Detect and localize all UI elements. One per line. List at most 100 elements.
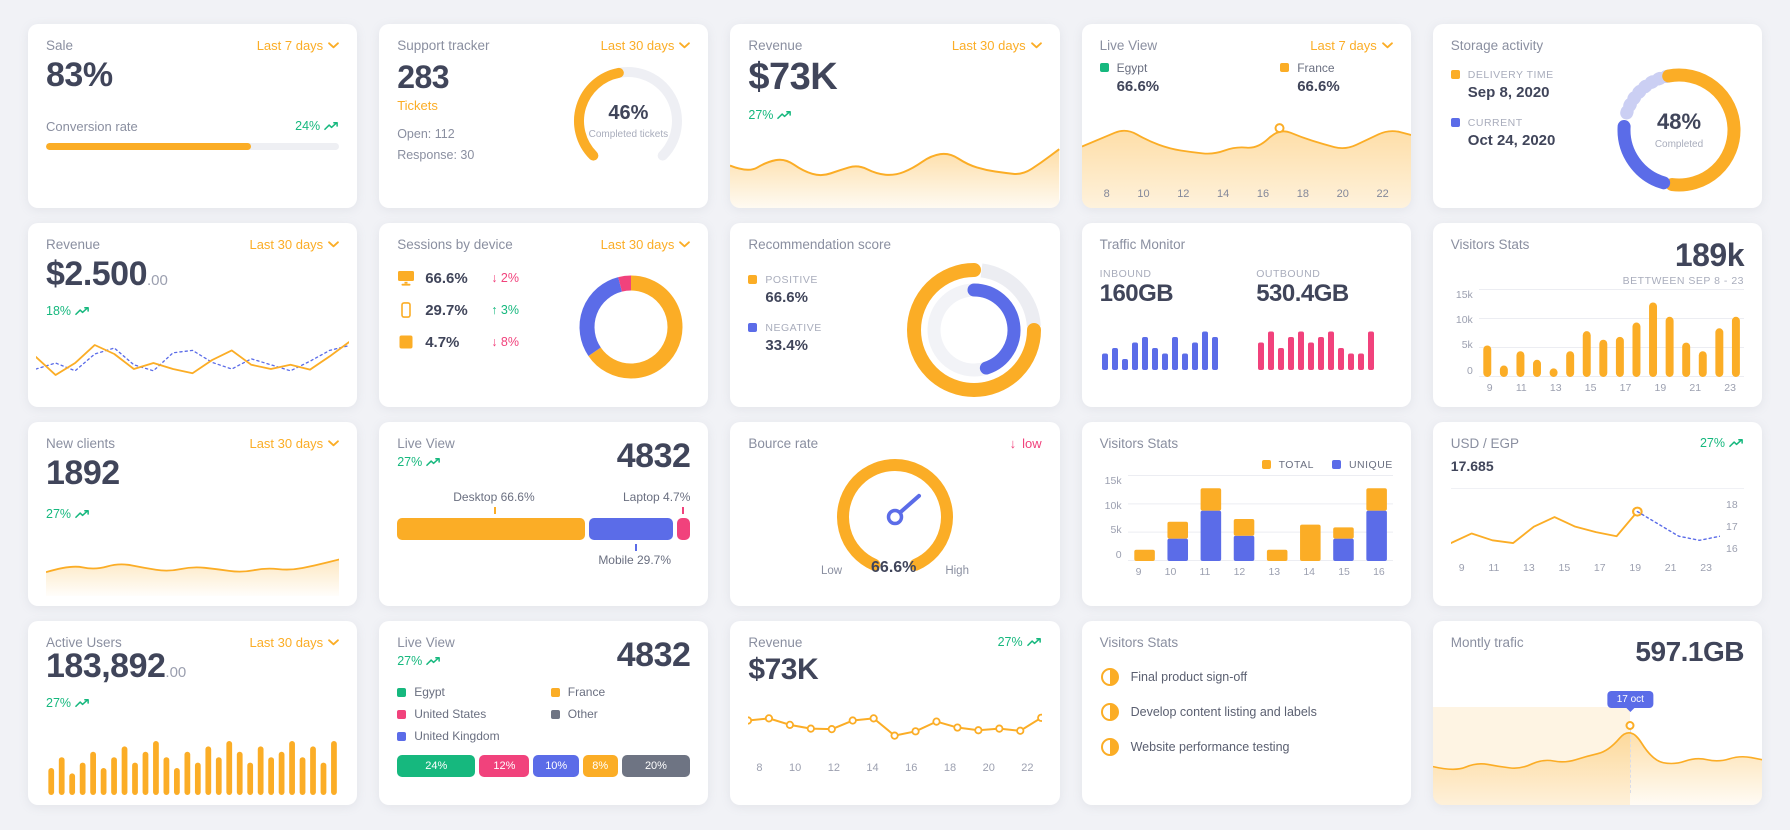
card-title: Live View [397,436,455,451]
tablet-icon [397,334,415,350]
range-selector[interactable]: Last 30 days [249,237,339,252]
mobile-share-label: Mobile 29.7% [598,553,672,568]
legend-swatch [550,709,560,719]
card-monthly-traffic: Montly trafic 597.1GB 17 oct [1432,621,1762,805]
inbound-block: INBOUND 160GB [1100,268,1237,375]
completed-tickets-gauge [574,66,683,161]
usd-egp-line-chart [1450,506,1720,544]
card-sessions-by-device: Sessions by device Last 30 days 66.6% ↓ … [379,223,709,407]
card-title: Recommendation score [748,237,891,252]
conversion-progress-bar [46,142,340,150]
legend-swatch [1261,460,1271,470]
visitors-range-subtitle: BETTWEEN SEP 8 - 23 [1622,274,1744,287]
visitors-stacked-chart [1127,474,1393,561]
active-users-trend: 27% [46,696,90,710]
half-circle-icon [1100,702,1120,722]
sessions-mobile-row: 29.7% ↑ 3% [397,302,519,319]
trend-up-icon [75,698,90,708]
live-view-area-chart: 8 10 12 14 16 18 20 22 [1081,106,1411,208]
revenue-value: $73K [748,652,819,686]
active-users-bars-chart [46,739,339,795]
task-item: Website performance testing [1100,737,1393,757]
range-label: Last 30 days [249,436,324,451]
legend-united-kingdom: United Kingdom [397,729,537,743]
card-title: Visitors Stats [1099,436,1179,451]
sessions-desktop-row: 66.6% ↓ 2% [397,270,519,287]
new-clients-trend: 27% [46,507,90,521]
card-revenue-area: Revenue Last 30 days $73K 27% [730,24,1060,208]
legend-swatch [397,709,407,719]
conversion-rate-label: Conversion rate [46,118,138,134]
legend-egypt: Egypt [397,685,537,699]
revenue-value: $2.500.00 [46,254,168,293]
arrow-down-icon: ↓ [1009,436,1017,451]
gauge-value: 66.6% [871,558,917,576]
legend-swatch [748,275,758,285]
trend-up-icon [324,121,339,131]
legend-swatch [1450,118,1460,128]
legend-negative: NEGATIVE 33.4% [748,322,821,354]
range-selector[interactable]: Last 30 days [952,38,1042,53]
active-users-value: 183,892.00 [46,646,187,685]
range-selector[interactable]: Last 30 days [601,237,691,252]
legend-current: CURRENT Oct 24, 2020 [1450,117,1555,149]
country-share-bar: 24% 12% 10% 8% 20% [397,755,691,778]
range-selector[interactable]: Last 30 days [601,38,691,53]
card-title: Visitors Stats [1099,635,1179,650]
delta-up: ↑ 3% [491,303,519,318]
visitors-bars-chart [1478,288,1744,377]
legend-swatch [1099,63,1109,73]
low-badge: ↓ low [1009,436,1042,451]
card-storage-activity: Storage activity DELIVERY TIME Sep 8, 20… [1432,24,1762,208]
card-sale: Sale Last 7 days 83% Conversion rate 24% [28,24,358,208]
legend-delivery-time: DELIVERY TIME Sep 8, 2020 [1450,69,1556,101]
live-view-trend: 27% [397,455,441,469]
card-title: Revenue [46,237,101,252]
legend-total: TOTAL [1261,459,1314,471]
x-axis-labels: 9 10 11 12 13 14 15 16 [1135,565,1385,578]
legend-other: Other [550,707,691,721]
trend-up-icon [426,457,441,467]
chevron-down-icon [1031,42,1042,49]
range-selector[interactable]: Last 30 days [249,635,339,650]
range-selector[interactable]: Last 7 days [1310,38,1393,53]
card-title: Support tracker [397,38,490,53]
legend-unique: UNIQUE [1331,459,1393,471]
card-bounce-rate: Bource rate ↓ low Low 66.6% High [730,422,1060,606]
range-selector[interactable]: Last 7 days [257,38,340,53]
range-label: Last 30 days [951,38,1026,53]
legend-swatch [1280,63,1290,73]
revenue-value: $73K [748,55,838,98]
outbound-value: 530.4GB [1256,279,1349,307]
desktop-icon [397,270,415,286]
x-axis-labels: 8 10 12 14 16 18 20 22 [1103,188,1389,200]
trend-up-icon [777,110,792,120]
delta-down: ↓ 2% [491,271,519,286]
outbound-block: OUTBOUND 530.4GB [1256,268,1393,375]
range-selector[interactable]: Last 30 days [249,436,339,451]
trend-up-icon [1729,438,1744,448]
tickets-value: 283 [397,58,450,95]
inbound-label: INBOUND [1099,267,1152,280]
card-title: Active Users [46,635,122,650]
legend-france: France [550,685,691,699]
chevron-down-icon [328,241,339,248]
chevron-down-icon [679,241,690,248]
marker-vline [1630,729,1632,793]
monthly-traffic-value: 597.1GB [1635,636,1744,667]
x-axis-labels: 8 10 12 14 16 18 20 22 [756,762,1034,775]
card-title: Montly trafic [1450,635,1524,650]
range-label: Last 7 days [256,38,324,53]
recommendation-donut-chart [906,262,1041,397]
legend-france: France 66.6% [1246,61,1393,95]
chevron-down-icon [328,639,339,646]
card-revenue-2500: Revenue Last 30 days $2.500.00 18% [28,223,358,407]
sale-value: 83% [46,55,113,94]
range-label: Last 7 days [1310,38,1377,53]
marker-dot [1625,721,1635,730]
y-axis-labels: 15k 10k 5k 0 [1455,288,1473,377]
live-view-trend: 27% [397,654,441,668]
monthly-traffic-chart: 17 oct [1432,685,1762,805]
card-recommendation-score: Recommendation score POSITIVE 66.6% NEGA… [730,223,1060,407]
